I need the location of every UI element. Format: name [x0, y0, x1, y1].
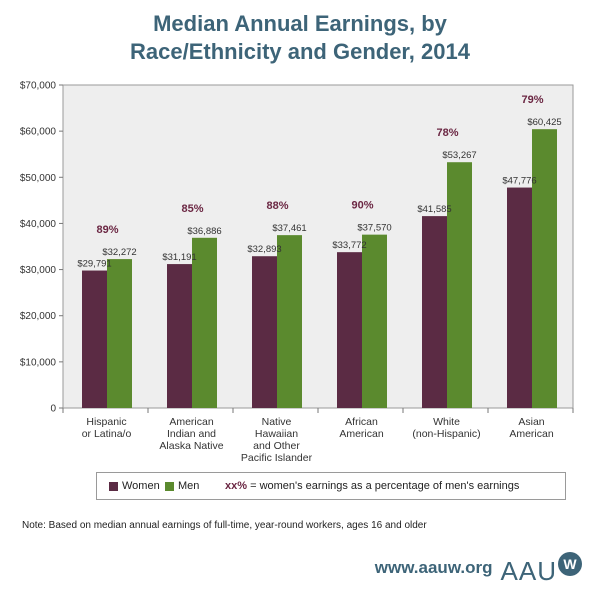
- percent-label: 79%: [521, 94, 543, 106]
- percent-label: 85%: [181, 203, 203, 215]
- x-category-label: American: [339, 428, 384, 440]
- percent-label: 78%: [436, 127, 458, 139]
- x-category-label: Pacific Islander: [241, 452, 313, 464]
- bar-women: [82, 270, 107, 408]
- legend-swatch-men: [165, 481, 174, 491]
- legend-label-women: Women: [122, 480, 160, 492]
- legend-note-text: = women's earnings as a percentage of me…: [247, 480, 520, 492]
- data-label-women: $32,893: [247, 244, 281, 255]
- data-label-men: $60,425: [527, 117, 561, 128]
- chart-title-line-2: Race/Ethnicity and Gender, 2014: [130, 39, 470, 64]
- legend-swatch-women: [109, 481, 118, 491]
- bar-men: [532, 129, 557, 408]
- data-label-women: $47,776: [502, 176, 536, 187]
- aauw-logo: AAU W: [501, 552, 582, 584]
- bar-women: [252, 256, 277, 408]
- logo-badge-icon: W: [558, 552, 582, 576]
- x-category-label: American: [169, 416, 214, 428]
- chart-title: Median Annual Earnings, by Race/Ethnicit…: [0, 10, 600, 66]
- bar-women: [422, 216, 447, 408]
- y-tick-label: $10,000: [20, 357, 57, 368]
- x-category-label: Hawaiian: [255, 428, 298, 440]
- bar-men: [192, 237, 217, 408]
- footer-url[interactable]: www.aauw.org: [374, 558, 493, 577]
- bar-men: [362, 234, 387, 408]
- y-tick-label: $60,000: [20, 127, 57, 138]
- data-label-women: $41,585: [417, 204, 451, 215]
- bar-men: [277, 235, 302, 408]
- y-tick-label: $20,000: [20, 311, 57, 322]
- footer: www.aauw.org AAU W: [375, 548, 582, 588]
- y-tick-label: $70,000: [20, 81, 57, 92]
- data-label-men: $53,267: [442, 150, 476, 161]
- x-category-label: or Latina/o: [82, 428, 132, 440]
- percent-label: 90%: [351, 200, 373, 212]
- y-tick-label: $30,000: [20, 265, 57, 276]
- data-label-men: $37,461: [272, 223, 306, 234]
- x-category-label: American: [509, 428, 554, 440]
- legend-note-key: xx%: [225, 480, 248, 492]
- bar-men: [107, 259, 132, 408]
- data-label-women: $31,191: [162, 252, 196, 263]
- x-category-label: White: [433, 416, 460, 428]
- legend-item-women: Women: [109, 480, 160, 492]
- percent-label: 88%: [266, 200, 288, 212]
- percent-label: 89%: [96, 224, 118, 236]
- x-category-label: Indian and: [167, 428, 216, 440]
- x-category-label: African: [345, 416, 378, 428]
- logo-badge-letter: W: [563, 556, 577, 572]
- data-label-men: $32,272: [102, 247, 136, 258]
- data-label-women: $29,791: [77, 259, 111, 270]
- chart-title-line-1: Median Annual Earnings, by: [153, 11, 447, 36]
- legend-label-men: Men: [178, 480, 200, 492]
- y-tick-label: 0: [50, 404, 56, 415]
- plot-area: [62, 84, 574, 409]
- legend-item-men: Men: [165, 480, 199, 492]
- y-tick-label: $40,000: [20, 219, 57, 230]
- logo-text: AAU: [500, 556, 557, 586]
- data-label-women: $33,772: [332, 240, 366, 251]
- footnote: Note: Based on median annual earnings of…: [22, 520, 427, 531]
- data-label-men: $37,570: [357, 223, 391, 234]
- x-category-label: (non-Hispanic): [412, 428, 480, 440]
- x-category-label: Asian: [518, 416, 544, 428]
- x-category-label: and Other: [253, 440, 300, 452]
- x-category-label: Hispanic: [86, 416, 126, 428]
- bar-women: [167, 264, 192, 408]
- data-label-men: $36,886: [187, 226, 221, 237]
- legend-note: xx% = women's earnings as a percentage o…: [225, 480, 519, 492]
- x-category-label: Alaska Native: [159, 440, 223, 452]
- x-category-label: Native: [262, 416, 292, 428]
- bar-women: [507, 187, 532, 408]
- bar-women: [337, 252, 362, 408]
- legend: Women Men xx% = women's earnings as a pe…: [96, 472, 566, 500]
- y-tick-label: $50,000: [20, 173, 57, 184]
- bar-men: [447, 162, 472, 408]
